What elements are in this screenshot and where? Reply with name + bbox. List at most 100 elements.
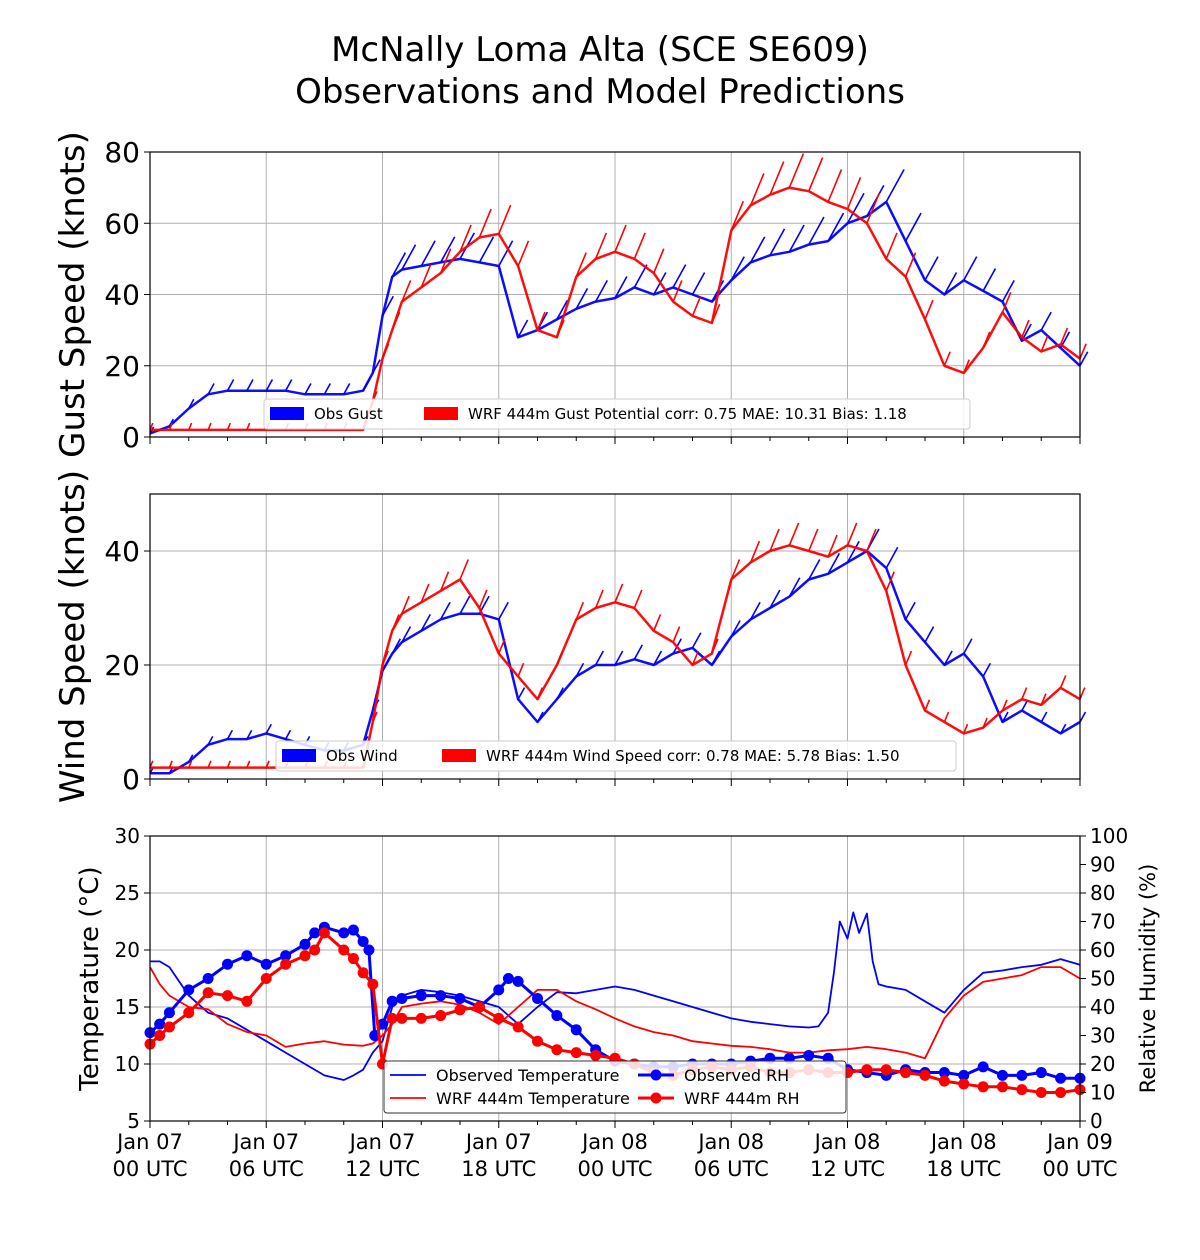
data-point	[711, 303, 721, 324]
data-point	[357, 935, 369, 947]
data-point	[1001, 711, 1009, 723]
y-tick-label: 15	[115, 995, 140, 1019]
legend-label: WRF 444m RH	[684, 1089, 800, 1108]
data-point	[420, 614, 431, 632]
data-point	[1016, 1069, 1028, 1081]
y-tick-label: 10	[115, 1052, 140, 1076]
y-tick-label: 0	[122, 763, 140, 796]
data-point	[788, 522, 800, 546]
data-point	[154, 1018, 166, 1030]
chart-title-line2: Observations and Model Predictions	[295, 72, 905, 112]
data-point	[163, 1021, 175, 1033]
data-point	[493, 1012, 505, 1024]
data-point	[347, 924, 359, 936]
data-point	[391, 252, 407, 278]
data-point	[338, 944, 350, 956]
data-point	[1055, 1087, 1067, 1098]
data-point	[163, 1007, 175, 1019]
x-tick-label: 18 UTC	[926, 1157, 1001, 1181]
data-point	[575, 601, 585, 620]
data-point	[808, 559, 821, 580]
data-point	[498, 240, 514, 267]
data-point	[556, 687, 564, 700]
data-point	[318, 927, 330, 939]
data-point	[168, 760, 173, 768]
data-point	[769, 228, 786, 256]
data-point	[594, 650, 605, 666]
data-point	[977, 1061, 989, 1073]
data-point	[594, 589, 604, 609]
data-point	[924, 699, 931, 711]
data-point	[420, 583, 430, 603]
data-point	[963, 359, 970, 374]
data-point	[1079, 711, 1087, 723]
data-point	[1040, 693, 1047, 706]
data-point	[885, 546, 899, 569]
legend-label: WRF 444m Temperature	[436, 1089, 630, 1108]
y-tick-label: 20	[104, 350, 140, 383]
data-point	[226, 422, 232, 431]
data-point	[551, 1010, 563, 1022]
data-point	[900, 1067, 912, 1079]
data-point	[711, 650, 721, 666]
data-point	[493, 984, 505, 996]
data-point	[672, 280, 683, 302]
x-tick-label: 00 UTC	[577, 1157, 652, 1181]
data-point	[372, 711, 378, 723]
legend-label: Obs Gust	[314, 405, 383, 423]
data-point	[435, 990, 447, 1002]
legend-swatch-model	[442, 749, 476, 762]
data-point	[280, 958, 292, 970]
data-point	[377, 1018, 388, 1030]
data-point	[401, 244, 417, 270]
data-point	[299, 938, 311, 950]
data-point	[1001, 280, 1015, 303]
data-point	[260, 958, 272, 970]
data-point	[222, 990, 233, 1002]
data-point	[1079, 351, 1089, 367]
data-point	[691, 272, 706, 295]
data-point	[280, 950, 292, 962]
data-point	[536, 687, 544, 700]
x-tick-label: Jan 07	[464, 1130, 532, 1154]
data-point	[498, 204, 512, 235]
data-point	[943, 711, 950, 723]
legend-box	[383, 1060, 847, 1114]
data-point	[260, 973, 272, 984]
data-point	[556, 299, 569, 320]
data-point	[362, 379, 370, 392]
data-point	[1021, 319, 1030, 338]
data-point	[730, 200, 745, 231]
data-point	[1001, 292, 1012, 313]
data-point	[502, 973, 514, 984]
data-point	[749, 173, 765, 206]
data-point	[207, 383, 215, 395]
legend-marker	[650, 1092, 662, 1104]
data-point	[711, 638, 719, 654]
data-point	[788, 153, 805, 188]
data-point	[1021, 687, 1028, 700]
data-point	[517, 319, 529, 338]
y-tick-label: 40	[104, 535, 140, 568]
data-point	[226, 729, 234, 740]
x-tick-label: 06 UTC	[229, 1157, 304, 1181]
data-point	[982, 662, 992, 677]
y2-tick-label: 50	[1090, 967, 1115, 991]
data-point	[614, 224, 627, 253]
data-point	[614, 583, 624, 603]
data-point	[309, 944, 321, 956]
data-point	[904, 212, 922, 242]
data-point	[154, 1030, 166, 1041]
data-point	[808, 216, 825, 246]
data-point	[498, 638, 506, 654]
data-point	[904, 252, 917, 277]
data-point	[415, 990, 427, 1002]
data-point	[517, 240, 530, 267]
data-point	[183, 984, 195, 996]
legend-label: Observed Temperature	[436, 1066, 619, 1085]
data-point	[391, 311, 401, 331]
data-point	[943, 351, 951, 367]
data-point	[633, 232, 646, 260]
data-point	[672, 626, 681, 643]
data-point	[1016, 1084, 1028, 1096]
